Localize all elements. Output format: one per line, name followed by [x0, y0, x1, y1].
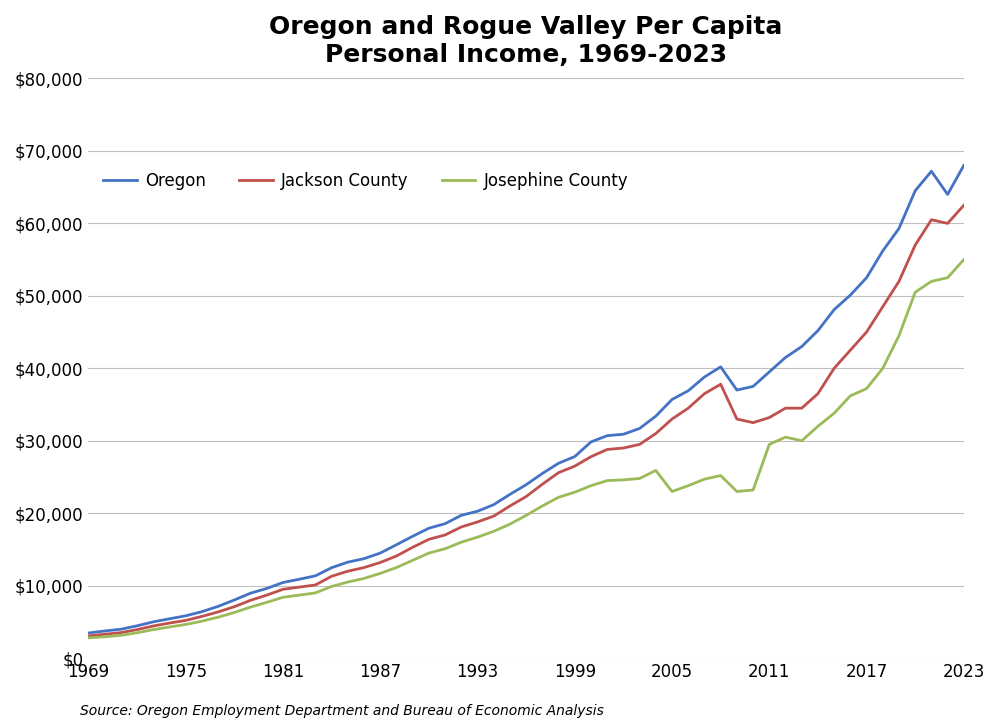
- Jackson County: [180, 616, 192, 625]
- Legend: Oregon, Jackson County, Josephine County: Oregon, Jackson County, Josephine County: [97, 165, 635, 196]
- Josephine County: [861, 384, 873, 393]
- Oregon: [958, 161, 970, 170]
- Jackson County: [82, 631, 94, 640]
- Jackson County: [407, 543, 419, 552]
- Josephine County: [245, 602, 257, 611]
- Text: Source: Oregon Employment Department and Bureau of Economic Analysis: Source: Oregon Employment Department and…: [80, 704, 604, 718]
- Oregon: [293, 575, 305, 584]
- Josephine County: [293, 591, 305, 600]
- Josephine County: [958, 255, 970, 264]
- Josephine County: [82, 634, 94, 642]
- Oregon: [861, 273, 873, 282]
- Josephine County: [180, 620, 192, 629]
- Josephine County: [407, 556, 419, 565]
- Oregon: [82, 629, 94, 637]
- Oregon: [180, 611, 192, 620]
- Line: Josephine County: Josephine County: [88, 260, 964, 638]
- Jackson County: [293, 583, 305, 592]
- Line: Jackson County: Jackson County: [88, 205, 964, 636]
- Jackson County: [861, 328, 873, 336]
- Line: Oregon: Oregon: [88, 165, 964, 633]
- Jackson County: [245, 596, 257, 605]
- Jackson County: [958, 201, 970, 210]
- Oregon: [245, 589, 257, 597]
- Josephine County: [942, 273, 954, 282]
- Title: Oregon and Rogue Valley Per Capita
Personal Income, 1969-2023: Oregon and Rogue Valley Per Capita Perso…: [269, 15, 783, 67]
- Oregon: [407, 532, 419, 541]
- Oregon: [942, 190, 954, 199]
- Jackson County: [942, 219, 954, 228]
